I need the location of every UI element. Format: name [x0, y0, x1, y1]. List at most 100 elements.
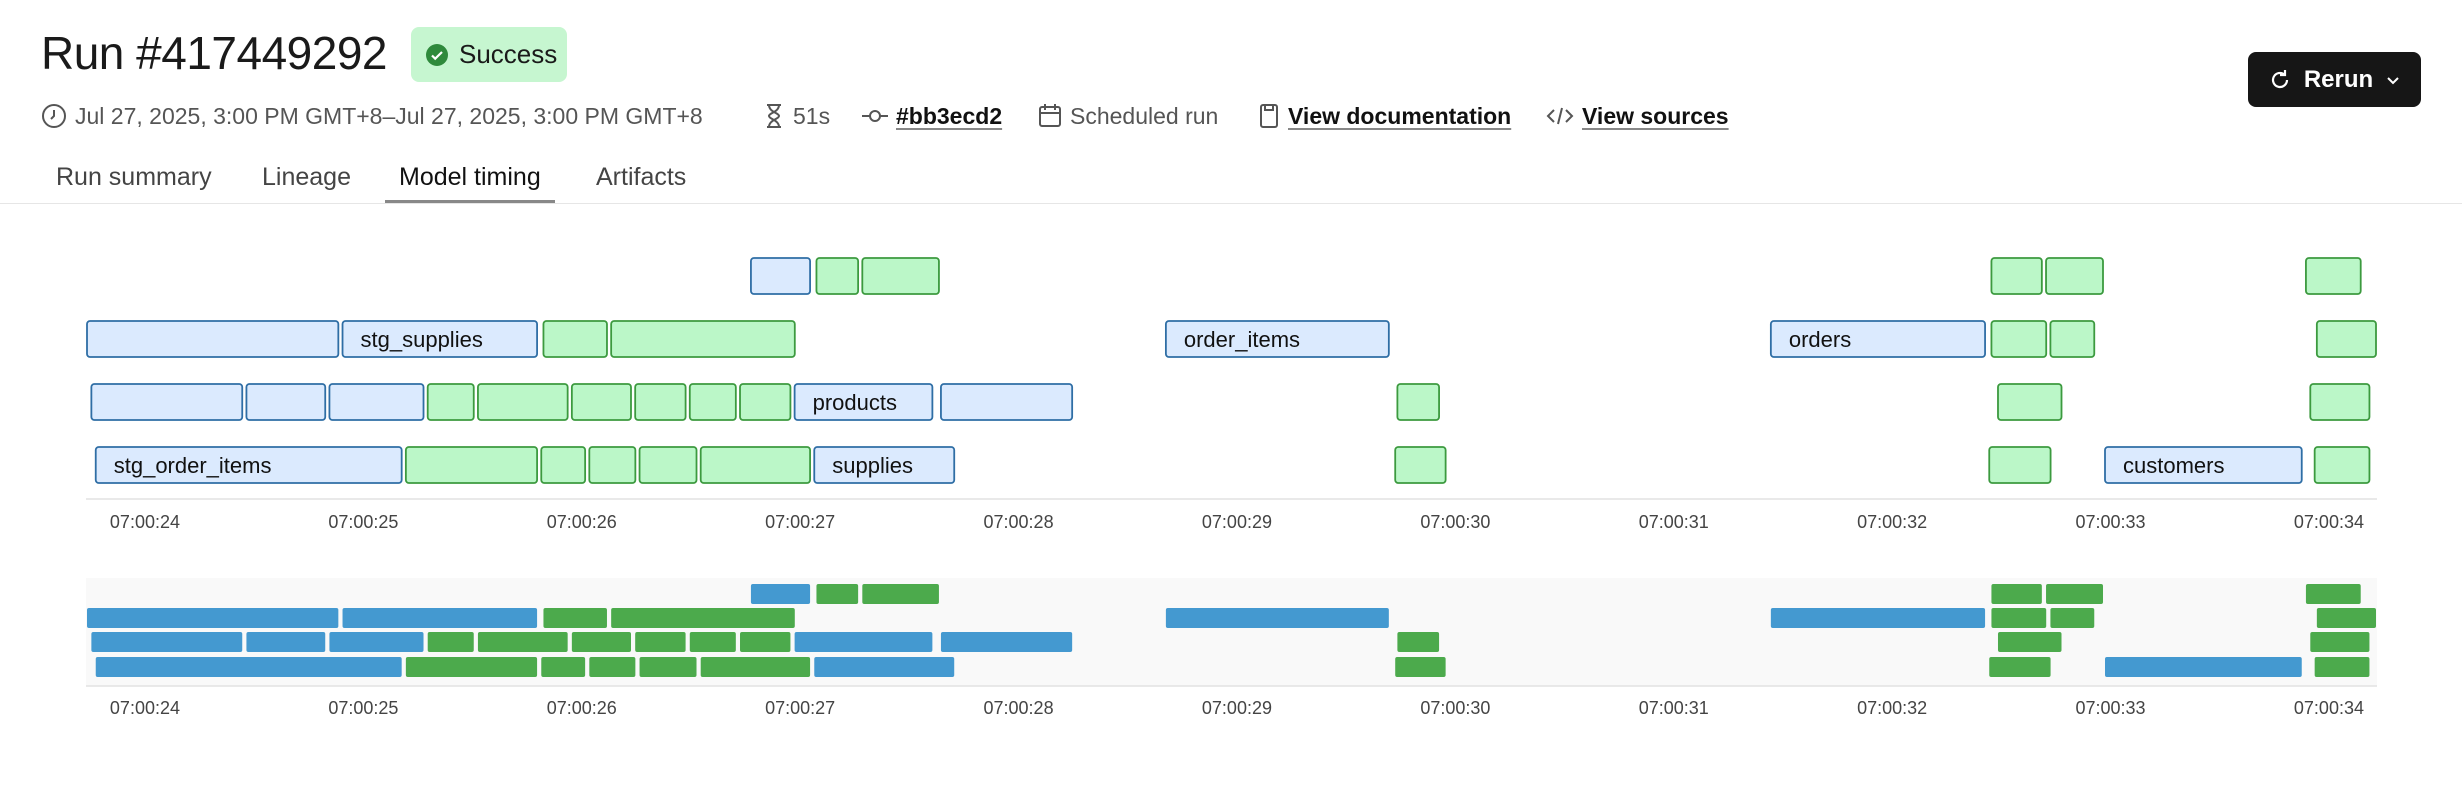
minimap-bar: [91, 632, 243, 652]
timing-bar: [1988, 446, 2052, 484]
minimap-bar: [1997, 632, 2062, 652]
minimap-bar: [2310, 632, 2370, 652]
minimap-bar: [814, 657, 955, 677]
sources-link[interactable]: View sources: [1582, 102, 1729, 129]
bar-label: stg_order_items: [114, 453, 272, 478]
minimap-bar: [427, 632, 474, 652]
bar-label: products: [813, 390, 897, 415]
timing-bar: [542, 320, 608, 358]
minimap-tick-label: 07:00:34: [2294, 698, 2364, 718]
minimap-bar: [689, 632, 736, 652]
minimap-bar: [571, 632, 631, 652]
minimap-bar: [2314, 657, 2370, 677]
minimap-tick-label: 07:00:26: [547, 698, 617, 718]
rerun-button[interactable]: Rerun: [2248, 52, 2421, 107]
check-icon: [426, 43, 448, 66]
timing-bar: [90, 383, 244, 421]
minimap-bar: [477, 632, 568, 652]
tab[interactable]: Model timing: [399, 163, 541, 191]
active-tab-underline: [385, 200, 555, 203]
minimap-bar: [589, 657, 636, 677]
time-range-text: Jul 27, 2025, 3:00 PM GMT+8–Jul 27, 2025…: [75, 102, 703, 129]
timing-bar: [793, 383, 934, 421]
minimap-tick-label: 07:00:33: [2076, 698, 2146, 718]
timing-bar: [2049, 320, 2096, 358]
bar-label: customers: [2123, 453, 2224, 478]
trigger: Scheduled run: [1038, 100, 1218, 132]
minimap-tick-label: 07:00:28: [984, 698, 1054, 718]
tab-divider: [0, 203, 2462, 204]
time-range: Jul 27, 2025, 3:00 PM GMT+8–Jul 27, 2025…: [41, 100, 703, 132]
timing-bar: [245, 383, 327, 421]
x-tick-label: 07:00:24: [110, 512, 180, 532]
minimap-bar: [1397, 632, 1440, 652]
timing-bar: [739, 383, 792, 421]
timing-bar: [638, 446, 698, 484]
tab[interactable]: Artifacts: [596, 163, 687, 191]
timing-bar: [688, 383, 737, 421]
timing-bar: [328, 383, 425, 421]
x-tick-label: 07:00:27: [765, 512, 835, 532]
minimap-tick-label: 07:00:31: [1639, 698, 1709, 718]
minimap-bar: [700, 657, 811, 677]
timing-bar: [570, 383, 632, 421]
run-title: Run #417449292: [41, 27, 388, 79]
minimap-bar: [87, 608, 339, 628]
minimap-bar: [750, 584, 811, 604]
tab[interactable]: Run summary: [56, 163, 212, 191]
duration: 51s: [763, 100, 830, 132]
sources[interactable]: View sources: [1546, 100, 1729, 132]
x-tick-label: 07:00:33: [2076, 512, 2146, 532]
status-text: Success: [459, 39, 558, 69]
minimap-tick-label: 07:00:29: [1202, 698, 1272, 718]
minimap-bar: [611, 608, 795, 628]
timing-bar: [1990, 257, 2043, 295]
trigger-text: Scheduled run: [1070, 102, 1219, 129]
timing-bar: [426, 383, 475, 421]
minimap-bar: [1165, 608, 1389, 628]
timing-bar: [1396, 383, 1440, 421]
commit-link[interactable]: #bb3ecd2: [896, 102, 1003, 129]
minimap-bar: [794, 632, 933, 652]
timing-bar: [1164, 320, 1390, 358]
bar-label: order_items: [1184, 327, 1300, 352]
minimap-bar: [95, 657, 402, 677]
minimap-tick-label: 07:00:24: [110, 698, 180, 718]
minimap-bar: [816, 584, 859, 604]
timing-bar: [94, 446, 403, 484]
minimap-bar: [342, 608, 538, 628]
docs[interactable]: View documentation: [1258, 100, 1511, 132]
minimap-bar: [405, 657, 538, 677]
x-tick-label: 07:00:26: [547, 512, 617, 532]
minimap-bar: [2050, 608, 2095, 628]
minimap-bar: [543, 608, 607, 628]
minimap-bar: [246, 632, 326, 652]
minimap-bar: [2316, 608, 2376, 628]
minimap-bar: [2105, 657, 2302, 677]
x-tick-label: 07:00:25: [328, 512, 398, 532]
docs-link[interactable]: View documentation: [1288, 102, 1512, 129]
timing-bar: [1394, 446, 1447, 484]
timing-bar: [1769, 320, 1986, 358]
tab[interactable]: Lineage: [262, 163, 351, 191]
minimap-bar: [635, 632, 686, 652]
minimap-bar: [541, 657, 586, 677]
timing-bar: [2309, 383, 2371, 421]
timing-bar: [815, 257, 860, 295]
minimap-bar: [2305, 584, 2361, 604]
x-tick-label: 07:00:30: [1420, 512, 1490, 532]
minimap-bar: [740, 632, 791, 652]
doc-icon: [1260, 104, 1278, 128]
hourglass-icon: [767, 104, 781, 128]
timing-bar: [2104, 446, 2303, 484]
timing-bar: [699, 446, 811, 484]
rerun-icon: [2271, 69, 2288, 88]
x-tick-label: 07:00:29: [1202, 512, 1272, 532]
commit[interactable]: #bb3ecd2: [862, 100, 1002, 132]
minimap-tick-label: 07:00:27: [765, 698, 835, 718]
x-tick-label: 07:00:34: [2294, 512, 2364, 532]
timing-bar: [588, 446, 637, 484]
timing-bar: [1990, 320, 2048, 358]
clock-icon: [42, 104, 66, 128]
